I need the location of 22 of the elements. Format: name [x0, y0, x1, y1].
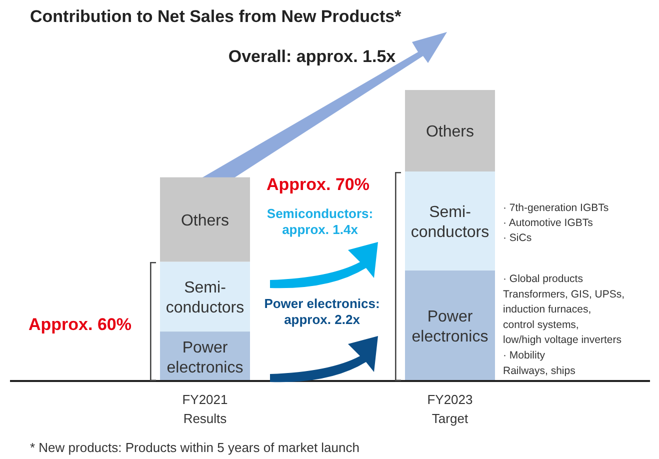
annotation: Approx. 60% — [28, 315, 132, 334]
text: Overall: approx. 1.5x — [228, 47, 396, 66]
text: Power electronics — [412, 308, 488, 346]
text: Others — [426, 124, 474, 141]
series-label: Others — [180, 212, 230, 230]
x-tick-label: FY2021 Results — [182, 392, 228, 426]
bar — [160, 262, 250, 332]
annotation: Approx. 70% — [266, 175, 370, 194]
bar — [405, 171, 495, 270]
annotation: Power electronics: approx. 2.2x — [264, 296, 380, 327]
text: * New products: Products within 5 years of market launch — [30, 440, 360, 455]
annotation: · 7th-generation IGBTs · Automotive IGBTs · SiCs — [503, 202, 609, 244]
annotation: · Global products Transformers, GIS, UPSs, induction furnaces, control systems, low/high voltage inverters · Mobility Railways, ships — [503, 273, 625, 377]
series-label: Power electronics — [166, 339, 244, 376]
bar — [405, 270, 495, 381]
annotation: Semiconductors: approx. 1.4x — [266, 206, 374, 237]
chart-title: Contribution to Net Sales from New Products* — [30, 7, 402, 26]
series-label: Semi- conductors — [166, 280, 244, 317]
text: Semi- conductors — [410, 204, 490, 241]
bar — [405, 90, 495, 172]
x-tick-label: FY2023 Target — [427, 392, 473, 426]
bar — [160, 177, 250, 262]
